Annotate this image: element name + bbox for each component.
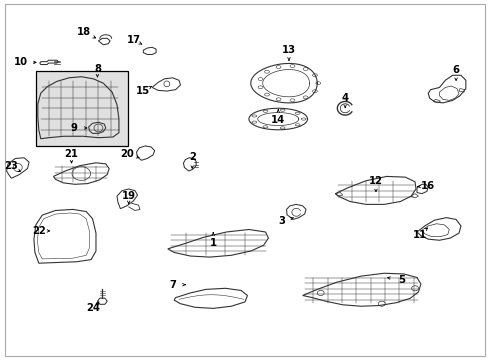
Text: 8: 8	[94, 64, 101, 74]
Text: 24: 24	[87, 303, 100, 314]
Text: 16: 16	[421, 181, 435, 192]
Text: 12: 12	[369, 176, 383, 186]
Text: 23: 23	[4, 161, 18, 171]
Text: 3: 3	[278, 216, 285, 226]
Text: 11: 11	[413, 230, 427, 239]
Text: 6: 6	[453, 64, 460, 75]
Text: 21: 21	[65, 149, 78, 159]
Text: 5: 5	[398, 275, 405, 285]
Text: 10: 10	[14, 57, 28, 67]
Bar	[36, 71, 128, 146]
Text: 20: 20	[120, 149, 134, 159]
Text: 1: 1	[210, 238, 217, 248]
Text: 9: 9	[71, 123, 77, 133]
Text: 7: 7	[169, 280, 176, 290]
Text: 22: 22	[32, 226, 46, 236]
Text: 13: 13	[282, 45, 296, 55]
Text: 14: 14	[271, 115, 285, 125]
Text: 2: 2	[189, 152, 196, 162]
Text: 18: 18	[77, 27, 91, 37]
Text: 17: 17	[126, 35, 141, 45]
Text: 19: 19	[122, 191, 136, 201]
Text: 4: 4	[342, 93, 349, 103]
Text: 15: 15	[136, 86, 150, 96]
